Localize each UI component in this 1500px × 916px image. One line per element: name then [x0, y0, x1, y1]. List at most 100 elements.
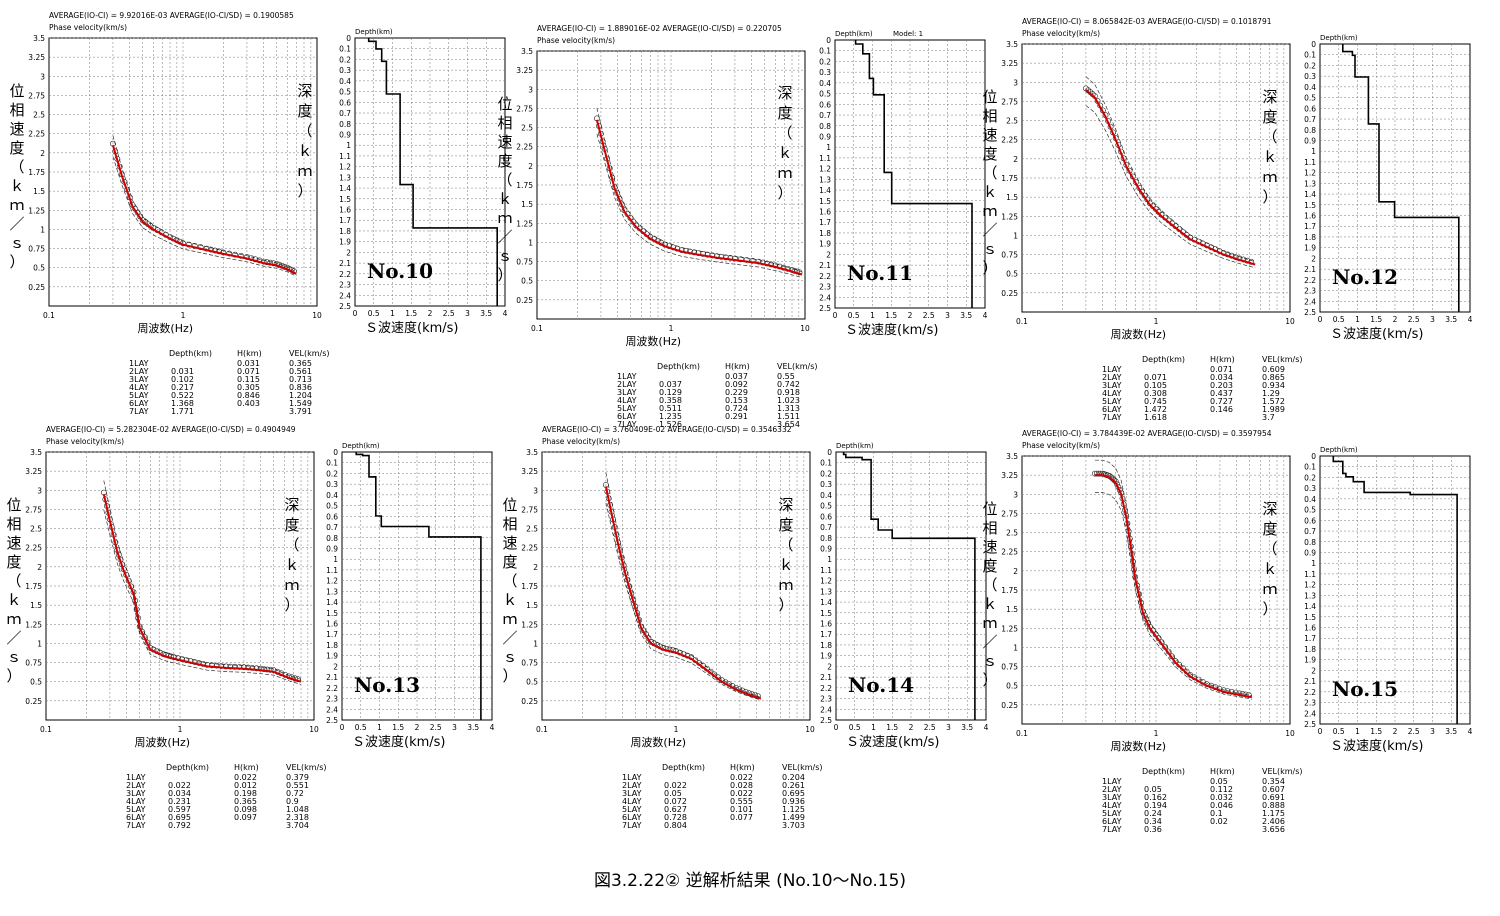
- phase-ytick: 3.5: [1006, 40, 1018, 49]
- table-layer: 2LAY: [617, 380, 637, 389]
- phase-ytick: 1.25: [28, 206, 45, 215]
- vs-xtick: 2.5: [1408, 315, 1420, 324]
- vel-axis-char: 相: [982, 107, 997, 125]
- table-depth: 0.36: [1144, 825, 1162, 834]
- table-h: 0.112: [1210, 785, 1233, 794]
- phase-xtick: 10: [1285, 317, 1295, 326]
- table-header-depth: Depth(km): [662, 763, 705, 772]
- vel-axis-char: ｓ: [982, 240, 997, 258]
- depth-ytick: 1.1: [1304, 570, 1316, 579]
- depth-ytick: 0.9: [339, 130, 351, 139]
- depth-ytick: 2.3: [326, 695, 338, 704]
- table-header-depth: Depth(km): [1142, 355, 1185, 364]
- vs-xtick: 0.5: [849, 723, 861, 732]
- depth-axis-char: 深: [284, 496, 299, 514]
- depth-ytick: 0.9: [1304, 136, 1316, 145]
- depth-ytick: 1.4: [1304, 602, 1316, 611]
- average-header: AVERAGE(IO-CI) = 3.760409E-02 AVERAGE(IO…: [542, 425, 792, 434]
- depth-ytick: 0.6: [326, 512, 338, 521]
- observed-point: [1245, 692, 1252, 698]
- vel-axis-char: （: [9, 158, 24, 176]
- phase-xtick: 1: [181, 311, 186, 320]
- table-h: 0.365: [234, 797, 257, 806]
- depth-axis-char: 度: [777, 104, 792, 122]
- phase-xtick: 10: [800, 324, 810, 333]
- depth-axis-char: 深: [297, 82, 312, 100]
- vs-xtick: 1.5: [885, 311, 897, 320]
- average-header: AVERAGE(IO-CI) = 8.065842E-03 AVERAGE(IO…: [1022, 17, 1272, 26]
- site-label: No.11: [847, 261, 913, 285]
- vs-xtick: 0: [1318, 727, 1323, 736]
- observed-point: [249, 665, 256, 671]
- depth-ytick: 2: [333, 662, 338, 671]
- table-layer: 5LAY: [129, 391, 149, 400]
- phase-ytick: 3.25: [1001, 471, 1018, 480]
- table-h: 0.437: [1210, 389, 1233, 398]
- observed-point: [691, 249, 698, 256]
- depth-label: Depth(km): [1320, 446, 1358, 454]
- depth-ytick: 0.3: [1304, 72, 1316, 81]
- theoretical-curve: [604, 486, 762, 700]
- table-layer: 3LAY: [129, 375, 149, 384]
- table-vel: 0.379: [286, 773, 309, 782]
- table-depth: 1.368: [171, 399, 194, 408]
- phase-ytick: 3: [1013, 78, 1018, 87]
- vel-axis-char: ／: [9, 215, 24, 233]
- phase-ytick: 0.25: [521, 697, 538, 706]
- table-h: 0.555: [730, 797, 753, 806]
- table-header-vel: VEL(km/s): [777, 362, 818, 371]
- observed-point: [1095, 470, 1102, 477]
- depth-ytick: 1.9: [326, 652, 338, 661]
- phase-ytick: 2.5: [526, 525, 538, 534]
- table-layer: 6LAY: [1102, 405, 1122, 414]
- depth-ytick: 2.5: [1304, 308, 1316, 317]
- table-layer: 5LAY: [617, 404, 637, 413]
- depth-ytick: 1.7: [326, 630, 338, 639]
- depth-ytick: 1.6: [339, 206, 351, 215]
- table-h: 0.028: [730, 781, 753, 790]
- depth-ytick: 1.5: [339, 195, 351, 204]
- depth-label: Depth(km): [342, 442, 380, 450]
- depth-axis-char: 度: [297, 102, 312, 120]
- depth-ytick: 0.3: [1304, 484, 1316, 493]
- table-vel: 1.175: [1262, 809, 1285, 818]
- table-header-h: H(km): [234, 763, 259, 772]
- depth-ytick: 0.3: [339, 66, 351, 75]
- table-header-vel: VEL(km/s): [286, 763, 327, 772]
- depth-ytick: 1.2: [1304, 169, 1316, 178]
- vs-xtick: 0: [353, 309, 358, 318]
- phase-ytick: 0.5: [30, 678, 42, 687]
- depth-axis-char: ｍ: [297, 162, 312, 180]
- vel-axis-char: 相: [9, 101, 24, 119]
- table-h: 0.046: [1210, 801, 1233, 810]
- table-h: 0.031: [237, 359, 260, 368]
- vel-axis-char: ／: [497, 228, 512, 246]
- phase-ytick: 0.25: [25, 697, 42, 706]
- phase-ytick: 0.75: [1001, 251, 1018, 260]
- table-h: 0.727: [1210, 397, 1233, 406]
- observed-point: [718, 253, 725, 260]
- depth-ytick: 1.6: [1304, 624, 1316, 633]
- table-header-vel: VEL(km/s): [1262, 355, 1303, 364]
- phase-ytick: 2: [1013, 155, 1018, 164]
- table-h: 0.098: [234, 805, 257, 814]
- phase-velocity-label: Phase velocity(km/s): [1022, 441, 1100, 450]
- observed-point: [245, 664, 251, 671]
- phase-xtick: 0.1: [43, 311, 55, 320]
- table-h: 0.846: [237, 391, 260, 400]
- depth-ytick: 2.3: [1304, 699, 1316, 708]
- depth-ytick: 1.2: [820, 577, 832, 586]
- depth-ytick: 1.6: [1304, 212, 1316, 221]
- table-vel: 0.607: [1262, 785, 1285, 794]
- vel-axis-char: ）: [502, 667, 517, 685]
- depth-ytick: 0: [826, 36, 831, 45]
- table-layer: 1LAY: [1102, 777, 1122, 786]
- phase-ytick: 2: [528, 162, 533, 171]
- depth-ytick: 0.2: [1304, 473, 1316, 482]
- table-vel: 0.9: [286, 797, 299, 806]
- vel-axis-char: ｋ: [982, 183, 997, 201]
- phase-ytick: 1.75: [516, 181, 533, 190]
- table-depth: 1.235: [659, 412, 682, 421]
- depth-ytick: 0: [1311, 40, 1316, 49]
- table-depth: 0.102: [171, 375, 194, 384]
